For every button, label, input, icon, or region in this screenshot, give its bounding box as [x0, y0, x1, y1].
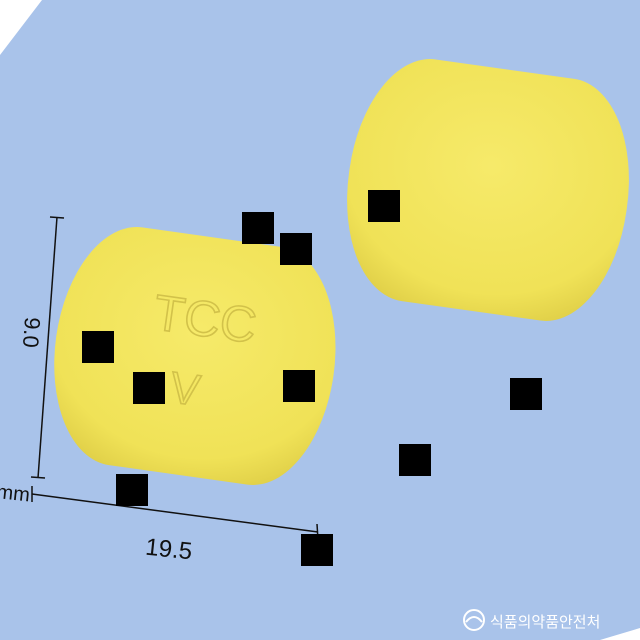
mask-square: [280, 233, 312, 265]
width-dimension: 9.0: [18, 216, 65, 479]
width-label: 9.0: [18, 316, 45, 348]
watermark-text: 식품의약품안전처: [490, 613, 600, 631]
mask-square: [82, 331, 114, 363]
mask-square: [133, 372, 165, 404]
watermark: 식품의약품안전처: [463, 609, 600, 631]
mask-square: [242, 212, 274, 244]
mask-square: [510, 378, 542, 410]
pill-back: [347, 59, 629, 321]
unit-label: mm: [0, 481, 31, 506]
occlusion-masks: [82, 190, 542, 566]
mask-square: [301, 534, 333, 566]
mask-square: [399, 444, 431, 476]
mask-square: [368, 190, 400, 222]
mask-square: [116, 474, 148, 506]
length-label: 19.5: [144, 534, 193, 566]
government-emblem-icon: [463, 609, 485, 631]
pill-front: TCC V: [54, 227, 336, 485]
mask-square: [283, 370, 315, 402]
